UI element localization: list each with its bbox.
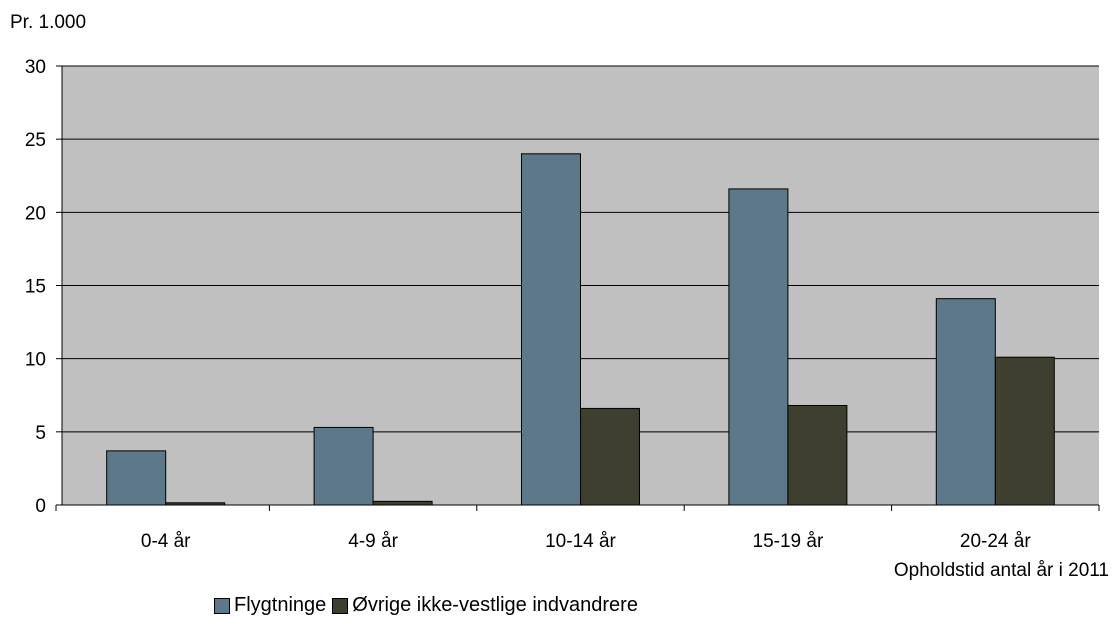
legend-swatch-ovrige bbox=[332, 597, 349, 614]
bar-flygtninge-1 bbox=[313, 426, 374, 506]
bar-flygtninge-0 bbox=[106, 450, 167, 506]
bar-flygtninge-4 bbox=[935, 298, 996, 506]
bar-ovrige-4 bbox=[994, 356, 1055, 506]
axes bbox=[55, 65, 1100, 511]
legend-item-ovrige: Øvrige ikke-vestlige indvandrere bbox=[332, 594, 638, 617]
x-tick-label: 15-19 år bbox=[753, 531, 824, 552]
bar-chart: Pr. 1.000 0 5 10 15 20 25 30 0-4 år 4-9 år 10-14… bbox=[10, 12, 1109, 581]
y-axis-label: Pr. 1.000 bbox=[10, 12, 86, 33]
x-axis-label: Opholdstid antal år i 2011 bbox=[894, 560, 1109, 581]
y-tick-label: 15 bbox=[25, 277, 46, 298]
legend-label-ovrige: Øvrige ikke-vestlige indvandrere bbox=[352, 594, 638, 616]
bar-flygtninge-2 bbox=[521, 153, 581, 506]
y-tick-label: 30 bbox=[25, 57, 46, 78]
x-tick-labels: 0-4 år 4-9 år 10-14 år 15-19 år 20-24 år bbox=[141, 531, 1031, 552]
y-tick-labels: 0 5 10 15 20 25 30 bbox=[25, 57, 46, 517]
bars bbox=[106, 153, 1055, 506]
legend-swatch-flygtninge bbox=[214, 597, 230, 614]
bar-ovrige-2 bbox=[580, 407, 640, 506]
bar-ovrige-3 bbox=[787, 404, 848, 506]
bar-flygtninge-3 bbox=[728, 188, 789, 506]
x-tick-label: 10-14 år bbox=[545, 531, 616, 552]
legend-item-flygtninge: Flygtninge bbox=[214, 594, 326, 617]
y-tick-label: 5 bbox=[35, 423, 46, 444]
x-tick-label: 0-4 år bbox=[141, 531, 191, 552]
legend: Flygtninge Øvrige ikke-vestlige indvandr… bbox=[214, 594, 644, 617]
x-tick-label: 4-9 år bbox=[348, 531, 398, 552]
y-tick-label: 25 bbox=[25, 130, 46, 151]
y-tick-label: 20 bbox=[25, 203, 46, 224]
x-tick-label: 20-24 år bbox=[960, 531, 1031, 552]
y-tick-label: 0 bbox=[35, 496, 46, 517]
legend-label-flygtninge: Flygtninge bbox=[234, 594, 327, 616]
bar-ovrige-1 bbox=[372, 500, 433, 506]
y-tick-label: 10 bbox=[25, 350, 46, 371]
